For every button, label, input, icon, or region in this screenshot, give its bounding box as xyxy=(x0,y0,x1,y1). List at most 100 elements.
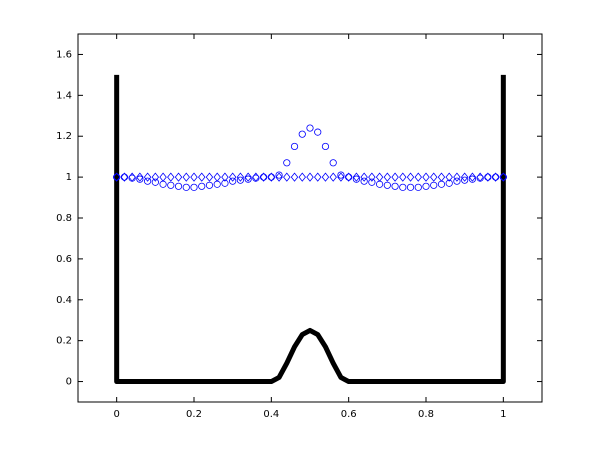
x-tick-label: 0.2 xyxy=(186,409,202,420)
circle-marker xyxy=(236,176,244,184)
diamond-marker xyxy=(174,172,183,182)
circle-marker xyxy=(244,175,252,183)
y-tick-label: 0.6 xyxy=(56,254,72,265)
diamond-marker xyxy=(298,172,306,182)
diamond-marker xyxy=(259,172,268,182)
diamond-marker xyxy=(221,172,229,182)
diamond-marker xyxy=(252,172,260,182)
diamond-marker xyxy=(414,172,422,182)
diamond-marker xyxy=(430,172,438,182)
circle-marker xyxy=(275,171,283,179)
diamond-marker xyxy=(337,172,345,182)
diamond-marker xyxy=(453,172,461,182)
diamond-marker xyxy=(275,172,283,182)
circle-marker xyxy=(190,183,198,191)
diamond-marker xyxy=(205,172,214,182)
diamond-marker xyxy=(283,172,291,182)
diamond-marker xyxy=(422,172,430,182)
diamond-marker xyxy=(476,172,484,182)
diamond-marker xyxy=(329,172,337,182)
circle-marker xyxy=(445,179,453,187)
diamond-marker xyxy=(198,172,206,182)
circle-marker xyxy=(430,181,438,189)
y-tick-label: 0 xyxy=(66,377,72,388)
circle-marker xyxy=(383,181,391,189)
diamond-marker xyxy=(437,172,446,182)
diamond-marker xyxy=(182,172,190,182)
diamond-marker xyxy=(399,172,407,182)
diamond-marker xyxy=(368,172,376,182)
diamond-marker xyxy=(383,172,392,182)
circle-marker xyxy=(198,182,206,190)
diamond-marker xyxy=(445,172,453,182)
x-tick-label: 1 xyxy=(500,409,506,420)
diamond-marker xyxy=(321,172,330,182)
diamond-marker xyxy=(151,172,160,182)
diamond-marker xyxy=(499,172,508,182)
axes-box xyxy=(77,33,543,403)
circle-marker xyxy=(221,179,229,187)
circle-marker xyxy=(174,182,183,190)
axes-background xyxy=(78,34,542,402)
circle-marker xyxy=(399,183,407,191)
y-tick-label: 1.6 xyxy=(56,49,72,60)
diamond-marker xyxy=(391,172,399,182)
circle-marker xyxy=(136,175,144,183)
diamond-marker xyxy=(406,172,415,182)
circle-marker xyxy=(391,182,399,190)
y-tick-label: 1.2 xyxy=(56,131,72,142)
circle-marker xyxy=(167,181,175,189)
diamond-marker xyxy=(267,172,276,182)
circle-marker xyxy=(306,124,314,132)
y-tick-label: 0.4 xyxy=(56,295,72,306)
circle-marker xyxy=(461,176,469,184)
diamond-marker xyxy=(484,172,492,182)
circle-marker xyxy=(337,171,345,179)
circle-marker xyxy=(414,183,422,191)
x-tick-label: 0.6 xyxy=(341,409,357,420)
circle-marker xyxy=(468,175,476,183)
diamond-marker xyxy=(460,172,469,182)
diamond-marker xyxy=(375,172,384,182)
diamond-marker xyxy=(143,172,152,182)
circle-marker xyxy=(360,177,368,185)
circle-marker xyxy=(321,142,330,151)
y-tick-label: 1 xyxy=(66,172,72,183)
diamond-marker xyxy=(360,172,368,182)
diamond-marker xyxy=(314,172,322,182)
circle-marker xyxy=(368,178,376,186)
diamond-marker xyxy=(306,172,314,182)
data-line xyxy=(114,74,506,385)
circle-marker xyxy=(352,175,360,183)
diamond-marker xyxy=(344,172,353,182)
diamond-marker xyxy=(491,172,500,182)
circle-marker xyxy=(144,177,152,185)
x-tick-label: 0.8 xyxy=(418,409,434,420)
diamond-marker xyxy=(228,172,237,182)
y-tick-label: 0.2 xyxy=(56,336,72,347)
circle-marker xyxy=(151,178,159,186)
diamond-marker xyxy=(128,172,136,182)
x-tick-label: 0 xyxy=(113,409,119,420)
circle-marker xyxy=(283,159,291,167)
diamond-marker xyxy=(167,172,175,182)
diamond-marker xyxy=(120,172,129,182)
circle-marker xyxy=(229,177,237,185)
y-tick-label: 0.8 xyxy=(56,213,72,224)
diamond-marker xyxy=(244,172,252,182)
diamond-marker xyxy=(159,172,167,182)
diamond-marker xyxy=(290,172,299,182)
diamond-marker xyxy=(236,172,245,182)
circle-marker xyxy=(290,142,299,151)
diamond-marker xyxy=(468,172,477,182)
circle-marker xyxy=(298,130,306,138)
circle-marker xyxy=(182,183,190,191)
diamond-marker xyxy=(190,172,198,182)
circle-marker xyxy=(205,181,214,189)
circle-marker xyxy=(406,183,415,191)
diamond-marker xyxy=(213,172,221,182)
circle-marker xyxy=(453,177,461,185)
x-tick-label: 0.4 xyxy=(263,409,279,420)
